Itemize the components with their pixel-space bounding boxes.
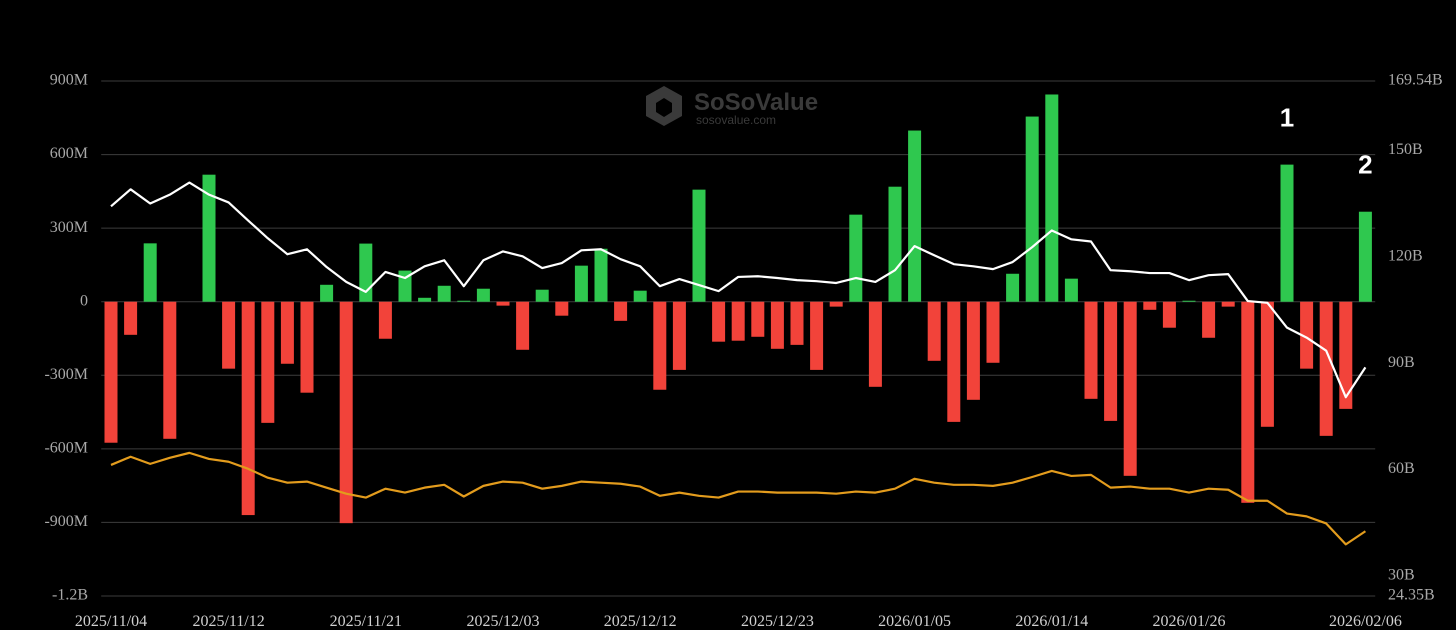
bar bbox=[1280, 164, 1294, 302]
y2-tick-label: 60B bbox=[1388, 460, 1415, 477]
bar bbox=[359, 243, 373, 302]
line bbox=[110, 451, 1367, 546]
bar bbox=[378, 301, 392, 339]
bar bbox=[751, 301, 765, 337]
x-tick-label: 2025/12/23 bbox=[741, 613, 814, 630]
x-tick-label: 2025/11/12 bbox=[192, 613, 264, 630]
y-tick-label: 600M bbox=[50, 145, 88, 162]
y-tick-label: -1.2B bbox=[52, 587, 88, 604]
bar bbox=[1339, 301, 1353, 409]
bar bbox=[1084, 301, 1098, 399]
y2-tick-label: 150B bbox=[1388, 141, 1423, 158]
bar bbox=[1182, 300, 1196, 302]
bar bbox=[320, 284, 334, 302]
bar bbox=[1006, 273, 1020, 302]
bar bbox=[418, 297, 432, 302]
x-tick-label: 2026/01/14 bbox=[1015, 613, 1088, 630]
bar bbox=[653, 301, 667, 390]
bar bbox=[163, 301, 177, 439]
bar bbox=[496, 301, 510, 306]
bar bbox=[1162, 301, 1176, 328]
bar bbox=[829, 301, 843, 307]
y2-tick-label: 30B bbox=[1388, 567, 1415, 584]
bar bbox=[241, 301, 255, 516]
y-tick-label: -300M bbox=[44, 366, 88, 383]
bar bbox=[712, 301, 726, 342]
bar bbox=[868, 301, 882, 387]
watermark-title: SoSoValue bbox=[694, 89, 818, 116]
x-tick-label: 2025/11/21 bbox=[330, 613, 402, 630]
bar bbox=[143, 243, 157, 302]
bar bbox=[457, 300, 471, 302]
x-tick-label: 2026/01/05 bbox=[878, 613, 951, 630]
bar bbox=[1358, 211, 1372, 302]
bar bbox=[594, 248, 608, 302]
bar bbox=[1104, 301, 1118, 421]
y2-tick-label: 90B bbox=[1388, 354, 1415, 371]
bar bbox=[1202, 301, 1216, 338]
bar bbox=[535, 289, 549, 302]
bar bbox=[1064, 278, 1078, 302]
watermark: SoSoValue sosovalue.com bbox=[646, 86, 818, 127]
x-tick-label: 2026/01/26 bbox=[1153, 613, 1226, 630]
bar bbox=[261, 301, 275, 423]
bar bbox=[1123, 301, 1137, 476]
bar bbox=[908, 130, 922, 302]
bar bbox=[1260, 301, 1274, 427]
bar bbox=[574, 265, 588, 302]
bar bbox=[947, 301, 961, 422]
bar bbox=[614, 301, 628, 321]
bar bbox=[888, 186, 902, 302]
y-tick-label: 0 bbox=[80, 292, 88, 309]
bar bbox=[770, 301, 784, 349]
bar bbox=[398, 270, 412, 302]
y2-tick-label: 24.35B bbox=[1388, 587, 1435, 604]
bar bbox=[222, 301, 236, 369]
bar bbox=[339, 301, 353, 524]
bar bbox=[672, 301, 686, 370]
bar bbox=[1221, 301, 1235, 307]
y-tick-label: -600M bbox=[44, 440, 88, 457]
x-tick-label: 2026/02/06 bbox=[1329, 613, 1402, 630]
bar bbox=[1241, 301, 1255, 503]
bar bbox=[1143, 301, 1157, 310]
y-tick-label: 900M bbox=[50, 72, 88, 89]
bar bbox=[437, 285, 451, 302]
annotation: 1 bbox=[1280, 103, 1294, 133]
bar bbox=[849, 214, 863, 302]
x-tick-label: 2025/11/04 bbox=[75, 613, 147, 630]
bar bbox=[790, 301, 804, 345]
bar bbox=[124, 301, 138, 335]
bar bbox=[476, 288, 490, 302]
bar bbox=[1025, 116, 1039, 302]
bar bbox=[927, 301, 941, 361]
watermark-logo bbox=[646, 86, 682, 126]
y2-tick-label: 169.54B bbox=[1388, 72, 1443, 89]
bar bbox=[516, 301, 530, 350]
bar bbox=[104, 301, 118, 443]
line bbox=[110, 181, 1367, 399]
y-tick-label: 300M bbox=[50, 219, 88, 236]
bar bbox=[731, 301, 745, 341]
bar bbox=[810, 301, 824, 370]
bar bbox=[633, 290, 647, 302]
bar bbox=[692, 189, 706, 302]
y2-tick-label: 120B bbox=[1388, 247, 1423, 264]
bar bbox=[280, 301, 294, 364]
watermark-subtitle: sosovalue.com bbox=[696, 113, 776, 127]
x-tick-label: 2025/12/03 bbox=[467, 613, 540, 630]
x-tick-label: 2025/12/12 bbox=[604, 613, 677, 630]
bar bbox=[1045, 94, 1059, 302]
bar bbox=[986, 301, 1000, 363]
bar bbox=[555, 301, 569, 316]
bar bbox=[1319, 301, 1333, 436]
annotation: 2 bbox=[1358, 150, 1372, 180]
bar bbox=[202, 174, 216, 302]
bar bbox=[966, 301, 980, 400]
bar bbox=[300, 301, 314, 393]
bar bbox=[1300, 301, 1314, 369]
y-tick-label: -900M bbox=[44, 513, 88, 530]
